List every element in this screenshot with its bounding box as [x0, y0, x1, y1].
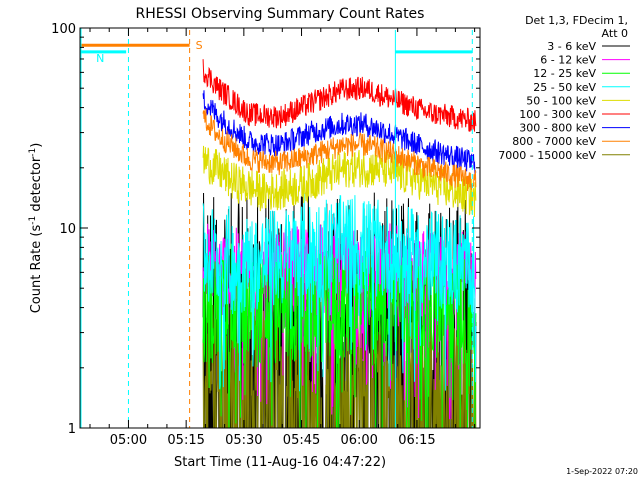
legend-label-6: 300 - 800 keV	[519, 122, 596, 135]
y-axis-label-sup2: -1	[28, 148, 38, 157]
chart-title: RHESSI Observing Summary Count Rates	[136, 6, 425, 22]
y-axis-label: Count Rate (s-1 detector-1)	[28, 143, 44, 314]
y-tick-label-2: 100	[51, 22, 76, 37]
y-tick-label-0: 1	[68, 422, 76, 437]
legend-label-4: 50 - 100 keV	[526, 94, 596, 107]
series-line-7	[202, 108, 477, 191]
svg-text:Count Rate (s-1 detector-1): Count Rate (s-1 detector-1)	[28, 143, 44, 314]
series-line-4	[202, 145, 477, 218]
legend-label-1: 6 - 12 keV	[540, 54, 596, 67]
state-bar-label-1: N	[96, 52, 104, 65]
legend-header-line2: Att 0	[602, 27, 628, 40]
x-tick-label-1: 05:15	[167, 433, 204, 448]
y-axis-label-sup1: -1	[28, 216, 38, 225]
state-bar-label-0: S	[196, 39, 203, 52]
series-line-2	[202, 238, 477, 428]
y-axis-label-end: )	[29, 143, 44, 148]
x-axis-label: Start Time (11-Aug-16 04:47:22)	[174, 455, 386, 470]
legend-label-7: 800 - 7000 keV	[512, 135, 596, 148]
x-tick-label-4: 06:00	[340, 433, 377, 448]
x-tick-label-3: 05:45	[283, 433, 320, 448]
x-tick-label-5: 06:15	[398, 433, 435, 448]
y-axis-label-main: Count Rate (s	[29, 225, 44, 314]
generated-timestamp: 1-Sep-2022 07:20	[566, 467, 638, 476]
series-line-3	[202, 193, 477, 392]
y-axis-label-mid: detector	[29, 156, 44, 216]
legend-label-8: 7000 - 15000 keV	[498, 149, 596, 162]
legend-header-line1: Det 1,3, FDecim 1,	[525, 14, 628, 27]
legend-label-5: 100 - 300 keV	[519, 108, 596, 121]
legend-label-2: 12 - 25 keV	[533, 67, 596, 80]
x-tick-label-0: 05:00	[110, 433, 147, 448]
plot-layer: S N 1 10 100 05:00 05:15 05:30 05:45 06:00 06:15	[51, 22, 481, 448]
data-layer	[202, 59, 477, 428]
x-tick-label-2: 05:30	[225, 433, 262, 448]
legend-label-0: 3 - 6 keV	[547, 40, 596, 53]
y-tick-label-1: 10	[59, 222, 76, 237]
legend-label-3: 25 - 50 keV	[533, 81, 596, 94]
series-line-6	[202, 90, 477, 175]
series-line-5	[202, 59, 477, 132]
